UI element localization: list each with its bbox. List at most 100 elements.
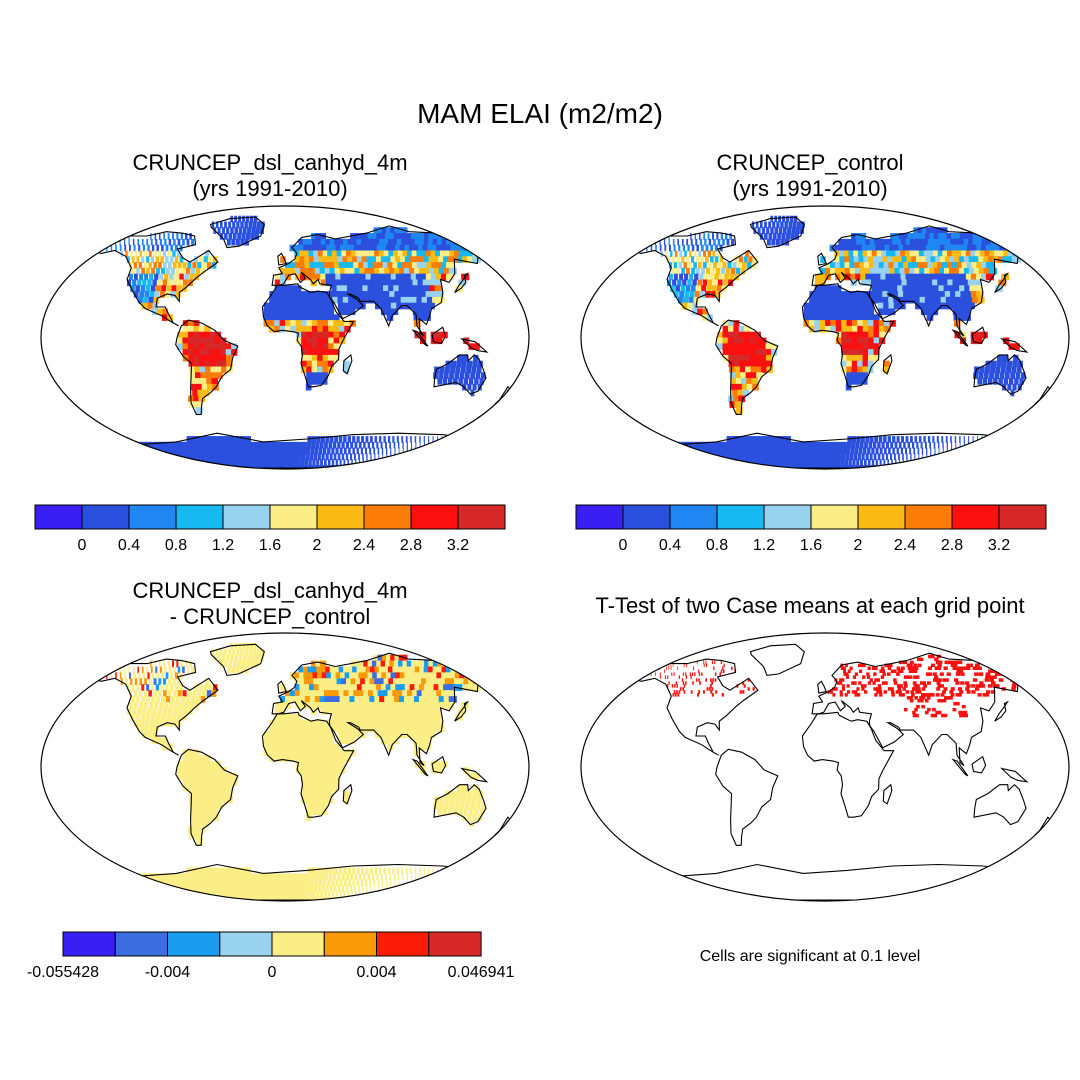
grid-cell <box>750 366 757 374</box>
grid-cell <box>950 436 952 443</box>
coastline-eurasia <box>811 652 1035 766</box>
grid-cell <box>211 873 219 881</box>
colorbar-swatch <box>167 931 221 957</box>
grid-cell <box>200 267 206 275</box>
grid-cell <box>916 244 925 252</box>
grid-cell <box>943 285 951 292</box>
grid-cell <box>461 360 467 368</box>
grid-cell <box>786 215 790 223</box>
grid-cell <box>333 743 340 751</box>
grid-cell <box>909 296 916 304</box>
grid-cell <box>472 360 478 368</box>
grid-cell <box>923 285 930 292</box>
grid-cell <box>220 221 223 229</box>
grid-cell <box>125 465 134 469</box>
grid-cell <box>119 244 122 252</box>
significant-cell <box>964 713 968 718</box>
grid-cell <box>846 296 853 304</box>
grid-cell <box>806 465 812 469</box>
grid-cell <box>133 459 145 466</box>
grid-cell <box>760 337 767 345</box>
grid-cell <box>731 383 739 391</box>
grid-cell <box>859 262 866 269</box>
grid-cell <box>682 279 687 287</box>
grid-cell <box>213 447 221 455</box>
grid-cell <box>835 308 842 316</box>
grid-cell <box>136 897 145 901</box>
grid-cell <box>362 453 364 461</box>
grid-cell <box>892 285 899 292</box>
grid-cell <box>173 238 176 246</box>
grid-cell <box>946 441 948 449</box>
grid-cell <box>137 707 142 715</box>
map-border <box>580 205 1070 470</box>
significant-cell <box>917 690 922 694</box>
grid-cell <box>867 447 871 455</box>
grid-cell <box>720 233 723 240</box>
grid-cell <box>689 273 694 281</box>
grid-cell <box>347 256 355 263</box>
grid-cell <box>456 453 461 461</box>
grid-cell <box>272 453 278 461</box>
significant-cell <box>705 660 707 665</box>
significant-cell <box>878 687 882 691</box>
grid-cell <box>928 285 936 292</box>
grid-cell <box>159 453 169 461</box>
grid-cell <box>285 267 291 275</box>
grid-cell <box>820 256 826 263</box>
grid-cell <box>428 436 430 443</box>
grid-cell <box>321 296 329 304</box>
grid-cell <box>301 325 308 333</box>
grid-cell <box>204 325 211 333</box>
grid-cell <box>255 227 260 234</box>
grid-cell <box>333 772 340 780</box>
grid-cell <box>342 719 349 727</box>
grid-cell <box>926 447 928 455</box>
grid-cell <box>942 441 944 449</box>
grid-cell <box>871 459 875 466</box>
grid-cell <box>277 897 283 901</box>
map-cells <box>87 215 515 469</box>
grid-cell <box>371 873 375 881</box>
grid-cell <box>152 302 158 310</box>
grid-cell <box>306 372 313 379</box>
grid-cell <box>333 784 340 792</box>
grid-cell <box>813 465 819 469</box>
grid-cell <box>311 349 318 356</box>
grid-cell <box>304 459 309 466</box>
grid-cell <box>903 465 906 469</box>
grid-cell <box>420 273 429 281</box>
grid-cell <box>998 250 1008 258</box>
grid-cell <box>160 459 171 466</box>
grid-cell <box>445 436 447 443</box>
grid-cell <box>437 891 442 898</box>
grid-cell <box>731 436 739 443</box>
grid-cell <box>390 302 398 310</box>
grid-cell <box>453 378 458 385</box>
significant-cell <box>839 681 843 685</box>
grid-cell <box>199 360 206 368</box>
grid-cell <box>980 453 985 461</box>
grid-cell <box>977 436 978 443</box>
grid-cell <box>411 873 413 881</box>
significant-cell <box>966 690 971 694</box>
grid-cell <box>398 873 400 881</box>
grid-cell <box>165 256 169 263</box>
significant-cell <box>843 672 847 676</box>
grid-cell <box>896 238 904 246</box>
grid-cell <box>209 331 216 339</box>
significant-cell <box>912 666 917 670</box>
grid-cell <box>423 879 425 886</box>
grid-cell <box>825 308 832 316</box>
grid-cell <box>189 832 197 839</box>
grid-cell <box>157 737 163 745</box>
grid-cell <box>308 459 312 466</box>
grid-cell <box>143 690 147 697</box>
grid-cell <box>450 867 452 875</box>
significant-cell <box>896 684 901 688</box>
grid-cell <box>900 447 903 455</box>
grid-cell <box>463 767 470 774</box>
grid-cell <box>187 772 195 780</box>
grid-cell <box>174 256 179 263</box>
panel-3-title-line1: CRUNCEP_dsl_canhyd_4m <box>132 578 408 603</box>
